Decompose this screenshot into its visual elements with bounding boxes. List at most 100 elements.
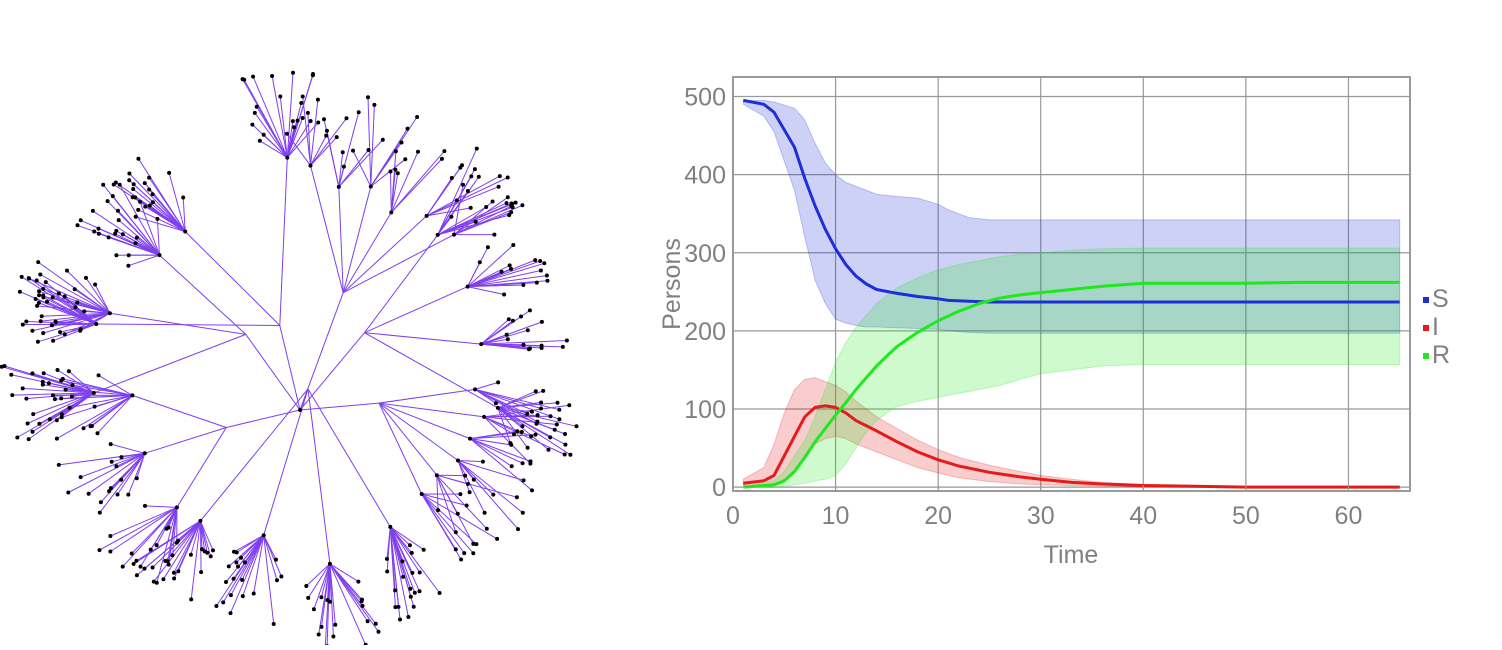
tree-edge (128, 255, 159, 266)
tree-node (454, 547, 458, 551)
tree-node (131, 187, 135, 191)
tree-node (381, 138, 385, 142)
tree-edge (244, 80, 287, 158)
tree-edge (390, 527, 439, 593)
tree-node (139, 565, 143, 569)
tree-node (15, 436, 19, 440)
tree-node (272, 622, 276, 626)
tree-node (93, 283, 97, 287)
tree-node (506, 337, 510, 341)
tree-node (41, 293, 45, 297)
tree-node (455, 198, 459, 202)
tree-node (366, 619, 370, 623)
tree-node (255, 105, 259, 109)
tree-node (436, 233, 440, 237)
tree-node (509, 204, 513, 208)
tree-node (401, 575, 405, 579)
tree-edge (343, 235, 454, 293)
tree-node (296, 119, 300, 123)
tree-node (239, 556, 243, 560)
tree-node (175, 541, 179, 545)
tree-node (291, 71, 295, 75)
tree-node (497, 185, 501, 189)
tree-node (435, 473, 439, 477)
tree-nodes (0, 71, 578, 645)
tree-node (113, 232, 117, 236)
y-axis-title: Persons (660, 238, 686, 330)
tree-node (401, 559, 405, 563)
x-tick-label: 10 (822, 502, 850, 530)
tree-node (519, 315, 523, 319)
tree-node (18, 290, 22, 294)
tree-node (515, 495, 519, 499)
tree-node (21, 386, 25, 390)
tree-node (221, 600, 225, 604)
tree-node (484, 205, 488, 209)
tree-node (502, 293, 506, 297)
tree-node (337, 185, 341, 189)
tree-node (57, 463, 61, 467)
tree-node (491, 200, 495, 204)
tree-edge (100, 453, 145, 512)
tree-node (475, 147, 479, 151)
tree-node (547, 448, 551, 452)
tree-node (58, 330, 62, 334)
tree-edge (475, 389, 541, 408)
tree-node (41, 383, 45, 387)
tree-node (189, 553, 193, 557)
tree-node (505, 333, 509, 337)
tree-node (82, 309, 86, 313)
tree-node (181, 196, 185, 200)
tree-edge (481, 335, 507, 345)
x-tick-label: 60 (1335, 502, 1363, 530)
tree-node (366, 95, 370, 99)
tree-node (409, 595, 413, 599)
tree-node (561, 345, 565, 349)
tree-node (563, 443, 567, 447)
tree-node (312, 607, 316, 611)
tree-node (458, 166, 462, 170)
tree-edge (422, 494, 474, 553)
tree-node (143, 205, 147, 209)
tree-node (167, 171, 171, 175)
tree-node (101, 183, 105, 187)
tree-node (474, 542, 478, 546)
tree-node (96, 431, 100, 435)
tree-node (557, 408, 561, 412)
tree-node (535, 422, 539, 426)
tree-node (463, 474, 467, 478)
tree-node (492, 233, 496, 237)
tree-node (55, 437, 59, 441)
tree-node (528, 308, 532, 312)
tree-node (529, 434, 533, 438)
tree-node (97, 227, 101, 231)
tree-edge (343, 187, 371, 293)
tree-node (40, 314, 44, 318)
tree-node (108, 550, 112, 554)
tree-node (525, 412, 529, 416)
tree-node (66, 491, 70, 495)
tree-node (234, 561, 238, 565)
tree-node (84, 276, 88, 280)
tree-node (251, 75, 255, 79)
y-tick-label: 0 (712, 474, 726, 502)
tree-node (541, 389, 545, 393)
tree-node (534, 433, 538, 437)
tree-node (97, 373, 101, 377)
tree-edge (475, 389, 559, 419)
tree-node (539, 269, 543, 273)
tree-node (57, 292, 61, 296)
tree-edge (246, 334, 300, 410)
tree-edge (391, 172, 392, 213)
x-tick-label: 20 (924, 502, 952, 530)
tree-edge (422, 494, 497, 539)
tree-edge (470, 439, 531, 462)
tree-node (481, 460, 485, 464)
tree-node (418, 571, 422, 575)
tree-node (403, 157, 407, 161)
tree-node (285, 156, 289, 160)
tree-node (408, 587, 412, 591)
tree-node (528, 347, 532, 351)
